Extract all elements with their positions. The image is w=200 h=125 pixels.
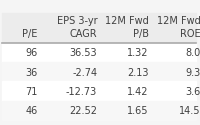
Text: -2.74: -2.74	[72, 68, 97, 78]
Text: P/B: P/B	[133, 29, 149, 39]
Text: ROE: ROE	[180, 29, 200, 39]
Bar	[2, 12, 196, 42]
Text: EPS 3-yr: EPS 3-yr	[57, 16, 97, 26]
Text: 36.53: 36.53	[70, 48, 97, 58]
Text: 1.32: 1.32	[127, 48, 149, 58]
Text: 8.0: 8.0	[185, 48, 200, 58]
Bar	[2, 101, 196, 120]
Text: 9.3: 9.3	[185, 68, 200, 78]
Text: -12.73: -12.73	[66, 87, 97, 97]
Text: 3.6: 3.6	[185, 87, 200, 97]
Text: 71: 71	[25, 87, 38, 97]
Bar	[2, 62, 196, 81]
Text: P/E: P/E	[22, 29, 38, 39]
Bar	[2, 81, 196, 101]
Text: 1.65: 1.65	[127, 106, 149, 116]
Text: 14.5: 14.5	[179, 106, 200, 116]
Text: 12M Fwd: 12M Fwd	[105, 16, 149, 26]
Text: 36: 36	[25, 68, 38, 78]
Text: 22.52: 22.52	[69, 106, 97, 116]
Text: 2.13: 2.13	[127, 68, 149, 78]
Text: 1.42: 1.42	[127, 87, 149, 97]
Text: 96: 96	[25, 48, 38, 58]
Bar	[2, 42, 196, 62]
Text: CAGR: CAGR	[70, 29, 97, 39]
Text: 12M Fwd: 12M Fwd	[157, 16, 200, 26]
Text: 46: 46	[25, 106, 38, 116]
